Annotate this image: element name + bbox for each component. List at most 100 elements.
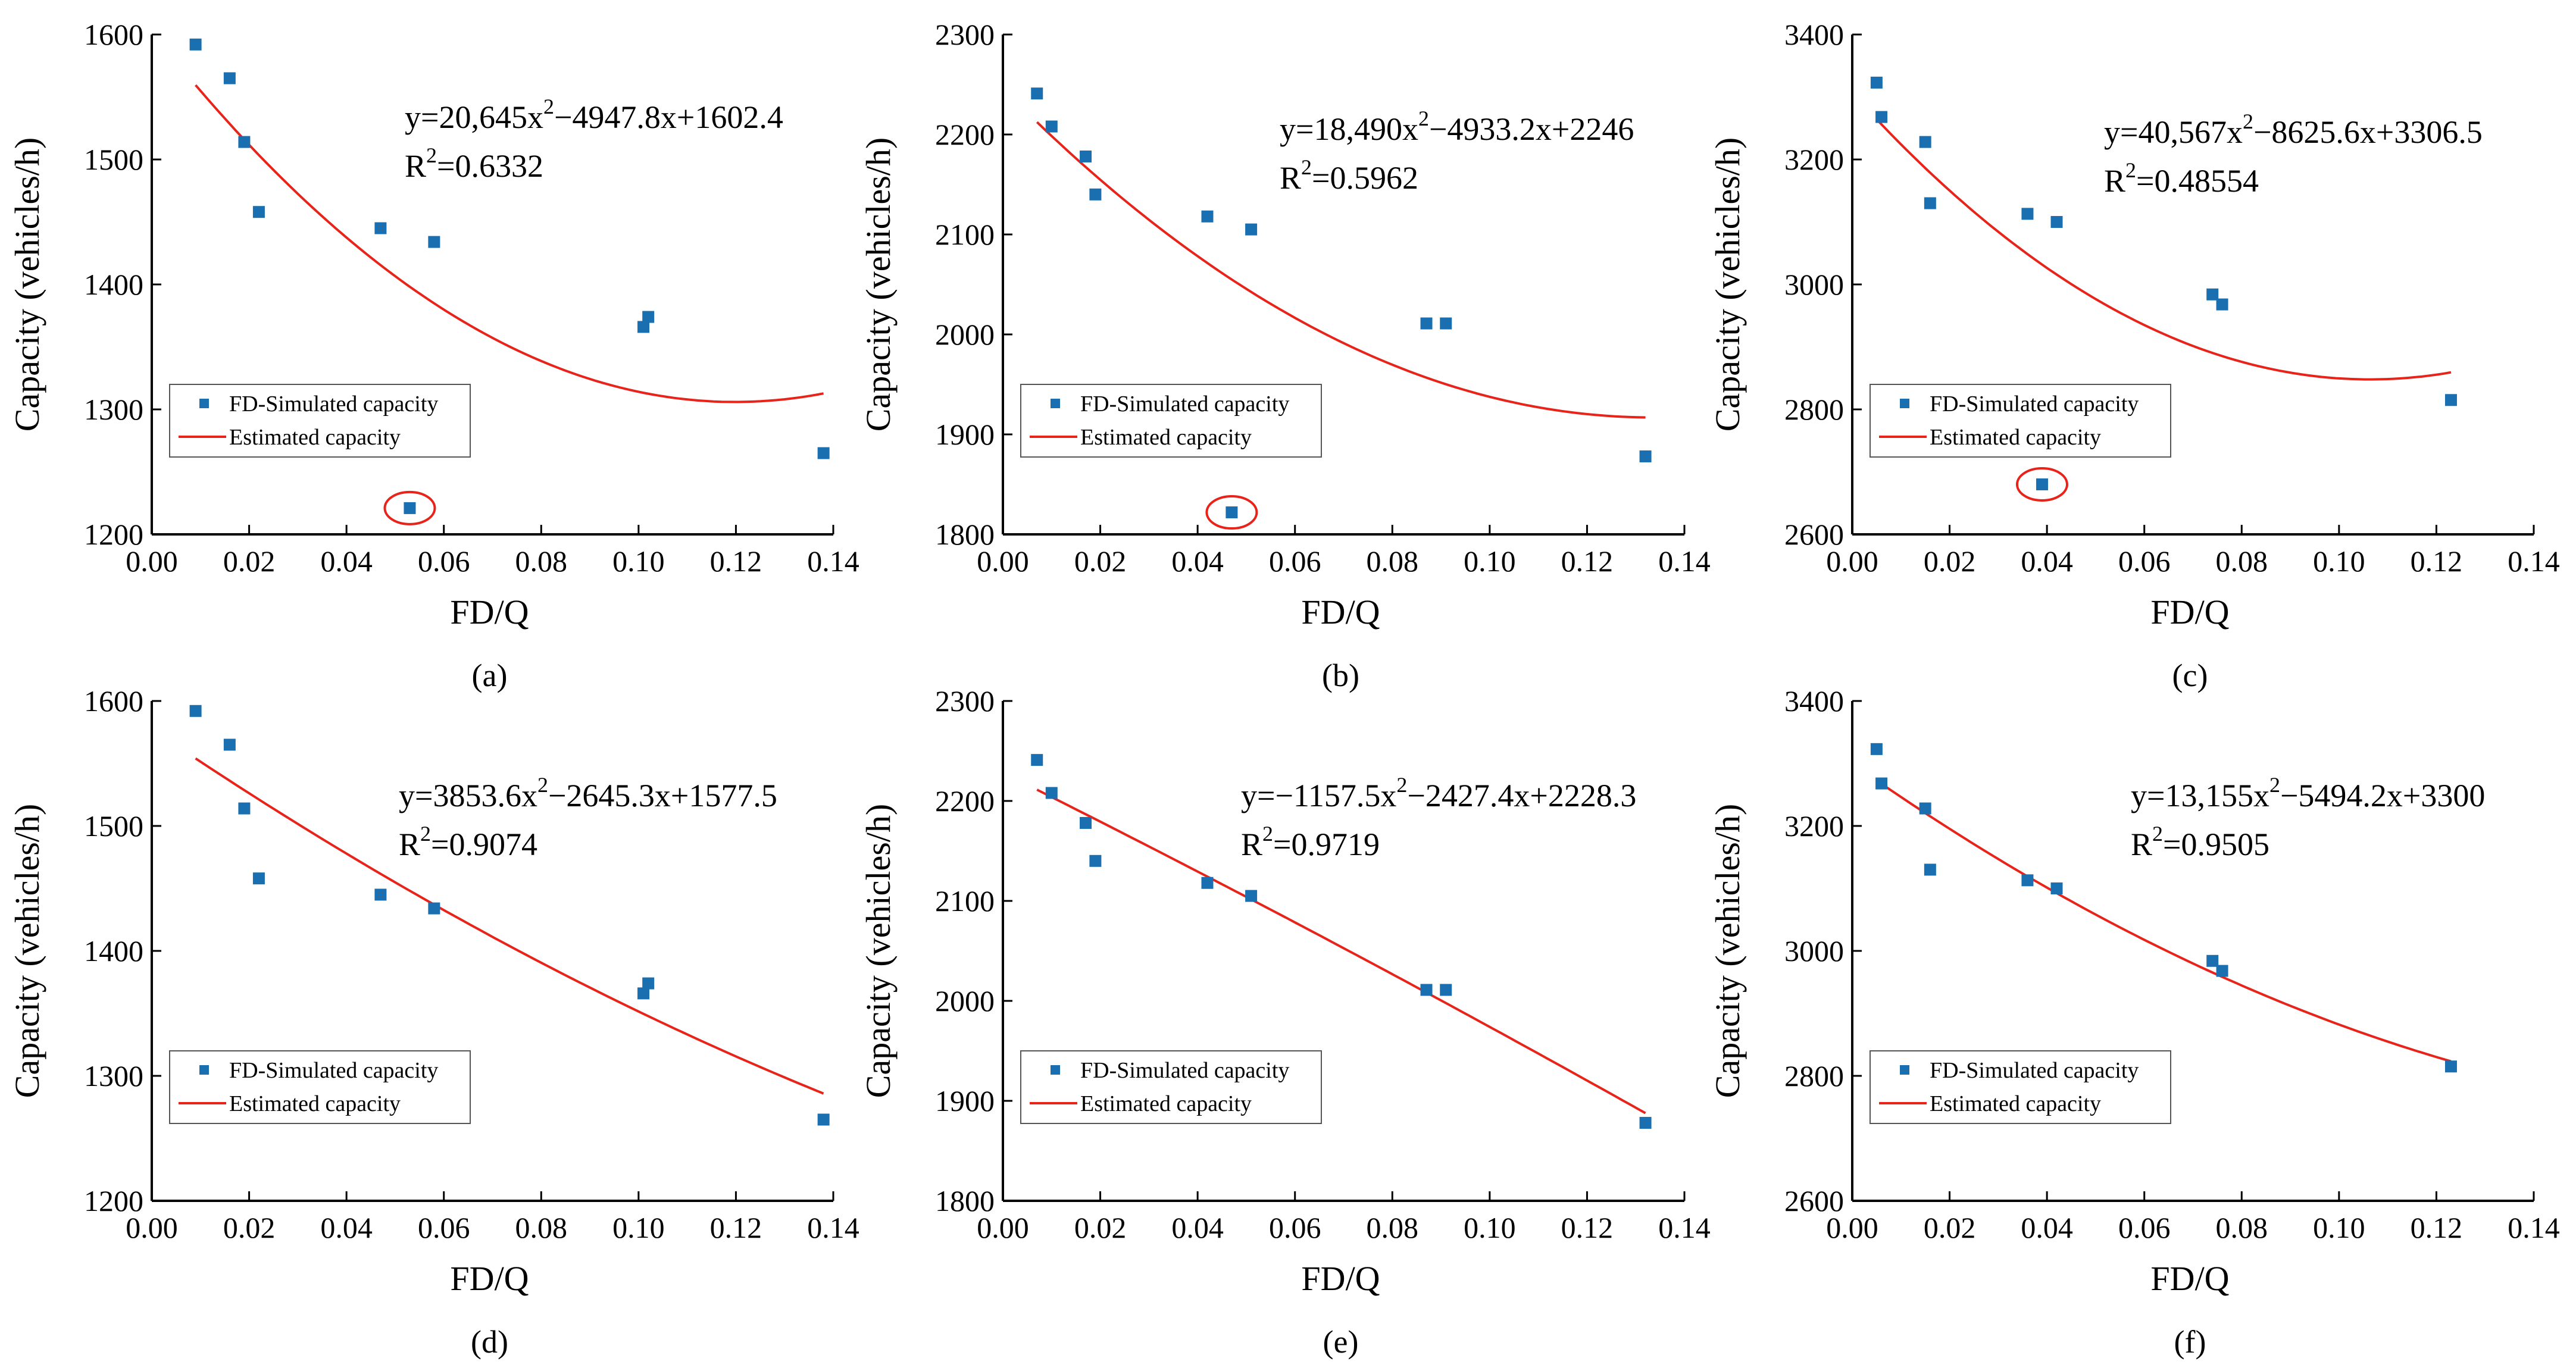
x-tick-label: 0.10 <box>1464 1211 1516 1244</box>
x-tick-label: 0.06 <box>2118 544 2171 578</box>
x-tick-label: 0.06 <box>1269 544 1321 578</box>
r2-exponent: 2 <box>2125 158 2136 182</box>
r2-prefix: R <box>2131 827 2152 862</box>
y-tick-label: 2100 <box>935 218 995 251</box>
y-tick-label: 1200 <box>84 1184 143 1217</box>
equation-rest: −4947.8x+1602.4 <box>554 99 783 135</box>
data-point <box>1924 197 1936 209</box>
x-tick-label: 0.06 <box>2118 1211 2171 1244</box>
y-tick-label: 2300 <box>935 684 995 718</box>
fit-curve <box>1036 788 1646 1115</box>
data-point <box>1870 76 1883 89</box>
data-point <box>1245 890 1258 902</box>
data-point <box>817 447 830 459</box>
legend: FD-Simulated capacity Estimated capacity <box>1870 384 2171 458</box>
x-tick-label: 0.14 <box>807 1211 859 1244</box>
data-point <box>1919 136 1931 148</box>
data-point <box>1201 210 1214 223</box>
x-tick-label: 0.02 <box>1074 544 1127 578</box>
legend-box <box>1870 384 2171 458</box>
x-tick-label: 0.10 <box>612 544 665 578</box>
y-axis-title: Capacity (vehicles/h) <box>859 137 898 431</box>
data-point <box>252 206 265 218</box>
panel-c: 0.00 0.02 0.04 0.06 0.08 0.10 0.12 0.14 2600 2800… <box>1708 18 2560 693</box>
x-tick-label: 0.10 <box>2313 544 2365 578</box>
y-axis-title: Capacity (vehicles/h) <box>8 137 46 431</box>
r2-prefix: R <box>1280 160 1301 196</box>
panel-label: (b) <box>1322 658 1359 693</box>
x-tick-label: 0.10 <box>1464 544 1516 578</box>
x-tick-label: 0.14 <box>807 544 859 578</box>
data-point <box>2050 882 2063 894</box>
data-point <box>404 502 416 514</box>
y-tick-label: 2100 <box>935 884 995 918</box>
legend-line-label: Estimated capacity <box>1080 425 1252 450</box>
equation-rest: −2427.4x+2228.3 <box>1407 778 1636 813</box>
legend-points-label: FD-Simulated capacity <box>1930 392 2139 417</box>
legend: FD-Simulated capacity Estimated capacity <box>1020 1050 1322 1124</box>
x-axis-title: FD/Q <box>1301 593 1380 631</box>
fit-equation: y=3853.6x2−2645.3x+1577.5 <box>399 773 777 813</box>
data-point <box>642 311 655 323</box>
legend-line-label: Estimated capacity <box>229 425 401 450</box>
fit-curve <box>1036 121 1646 419</box>
r-squared: R2=0.6332 <box>405 143 543 184</box>
r2-exponent: 2 <box>1262 822 1273 846</box>
data-point <box>2036 478 2048 490</box>
y-tick-label: 3400 <box>1784 18 1844 51</box>
data-point <box>238 136 251 148</box>
x-tick-label: 0.00 <box>977 1211 1029 1244</box>
data-point <box>1420 984 1433 996</box>
data-point <box>223 738 236 751</box>
y-tick-label: 1400 <box>84 934 143 968</box>
data-point <box>637 321 650 333</box>
equation-exponent: 2 <box>1396 773 1407 797</box>
legend-point-swatch <box>1900 399 1909 408</box>
y-axis-title: Capacity (vehicles/h) <box>859 804 898 1098</box>
r2-value: =0.9074 <box>431 827 537 862</box>
r2-value: =0.9719 <box>1273 827 1380 862</box>
x-tick-label: 0.10 <box>2313 1211 2365 1244</box>
x-tick-label: 0.12 <box>710 544 762 578</box>
fit-equation: y=−1157.5x2−2427.4x+2228.3 <box>1241 773 1636 813</box>
data-point <box>223 72 236 84</box>
legend-line-label: Estimated capacity <box>1080 1091 1252 1116</box>
data-point <box>1045 120 1058 133</box>
data-point <box>252 872 265 885</box>
legend-line-label: Estimated capacity <box>1930 1091 2101 1116</box>
equation-prefix: y=3853.6x <box>399 778 537 813</box>
x-axis-title: FD/Q <box>1301 1259 1380 1298</box>
x-tick-label: 0.08 <box>2216 1211 2268 1244</box>
x-tick-label: 0.12 <box>1561 1211 1614 1244</box>
x-tick-label: 0.08 <box>515 544 568 578</box>
data-point <box>1919 802 1931 815</box>
x-tick-label: 0.12 <box>2411 1211 2463 1244</box>
outlier-circle <box>383 490 436 525</box>
r2-exponent: 2 <box>2152 822 2163 846</box>
y-tick-label: 2000 <box>935 984 995 1018</box>
data-point <box>1201 877 1214 889</box>
x-tick-label: 0.06 <box>418 1211 470 1244</box>
data-point <box>817 1113 830 1126</box>
y-tick-label: 2200 <box>935 784 995 818</box>
panel-label: (f) <box>2174 1324 2206 1360</box>
fit-equation: y=20,645x2−4947.8x+1602.4 <box>405 95 783 135</box>
fit-curve <box>195 84 824 403</box>
r-squared: R2=0.5962 <box>1280 155 1418 196</box>
y-tick-label: 2200 <box>935 118 995 151</box>
x-tick-label: 0.04 <box>320 1211 373 1244</box>
legend-point-swatch <box>199 399 209 408</box>
legend-point-swatch <box>1900 1065 1909 1075</box>
legend-points-label: FD-Simulated capacity <box>1080 392 1289 417</box>
data-point <box>2216 298 2228 311</box>
r2-prefix: R <box>2104 163 2125 199</box>
r2-value: =0.5962 <box>1312 160 1418 196</box>
legend-point-swatch <box>1051 1065 1060 1075</box>
y-tick-label: 1600 <box>84 684 143 718</box>
r-squared: R2=0.9505 <box>2131 822 2269 862</box>
data-point <box>1031 87 1043 100</box>
data-point <box>1089 188 1102 201</box>
panel-label: (e) <box>1323 1324 1359 1360</box>
legend-line-label: Estimated capacity <box>1930 425 2101 450</box>
